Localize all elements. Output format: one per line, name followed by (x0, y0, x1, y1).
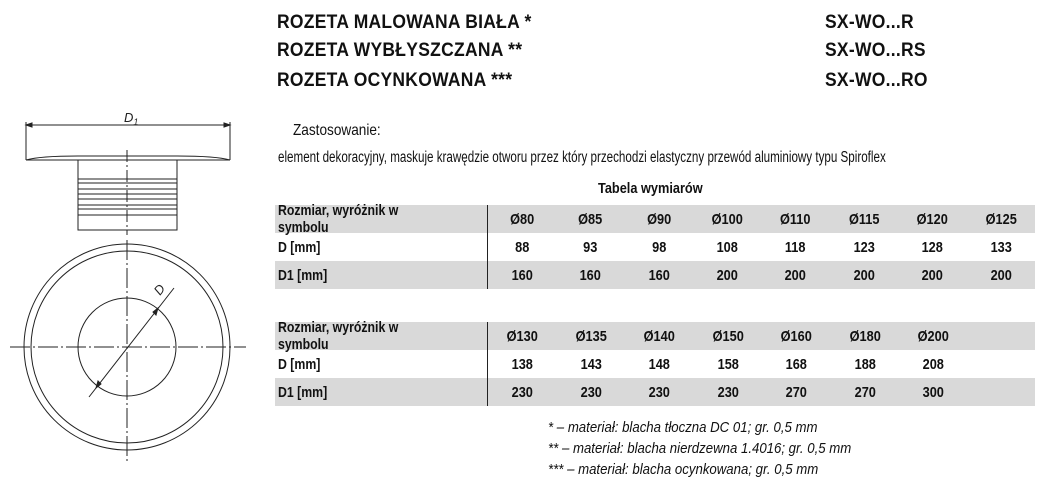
table-cell: Ø130 (506, 327, 538, 345)
footnote-2: ** – materiał: blacha nierdzewna 1.4016;… (548, 440, 852, 457)
row-label: Rozmiar, wyróżnik w symbolu (275, 319, 488, 353)
table-row: D1 [mm] 160 160 160 200 200 200 200 200 (275, 261, 1035, 289)
table-cell: 230 (511, 383, 533, 401)
d-dimension-line (88, 287, 175, 398)
table-cell: 108 (716, 238, 738, 256)
table-cell: Ø125 (985, 210, 1017, 228)
table-cell: 188 (854, 355, 876, 373)
row-label-text: D [mm] (278, 355, 321, 373)
table-title: Tabela wymiarów (598, 180, 703, 197)
product-code-2: SX-WO...RS (825, 40, 926, 61)
table-cell: 148 (648, 355, 670, 373)
table-cell: Ø180 (849, 327, 881, 345)
label-d: D (151, 281, 169, 298)
table-cell: Ø135 (575, 327, 607, 345)
table-cell: 270 (854, 383, 876, 401)
flange (25, 155, 231, 161)
table-cell: 160 (648, 266, 670, 284)
footnote-3: *** – materiał: blacha ocynkowana; gr. 0… (548, 461, 819, 478)
table-cell: 208 (922, 355, 944, 373)
row-label: Rozmiar, wyróżnik w symbolu (275, 202, 488, 236)
product-code-1: SX-WO...R (825, 12, 914, 33)
table-cell: Ø150 (712, 327, 744, 345)
table-cell: 200 (716, 266, 738, 284)
table-row: Rozmiar, wyróżnik w symbolu Ø130 Ø135 Ø140 Ø… (275, 319, 1035, 353)
row-label-text: Rozmiar, wyróżnik w symbolu (278, 319, 399, 353)
table-cell: 200 (990, 266, 1012, 284)
table-cell: 200 (853, 266, 875, 284)
table-cell: 270 (785, 383, 807, 401)
footnote-1: * – materiał: blacha tłoczna DC 01; gr. … (548, 419, 818, 436)
table-cell: 230 (648, 383, 670, 401)
table-cell: 158 (717, 355, 739, 373)
dimension-table-1: Rozmiar, wyróżnik w symbolu Ø80 Ø85 Ø90 Ø100… (275, 202, 1035, 289)
table-cell: Ø110 (780, 210, 811, 228)
table-cell: 230 (580, 383, 602, 401)
product-code-3: SX-WO...RO (825, 70, 928, 91)
table-cell: 138 (511, 355, 533, 373)
table-cell: Ø80 (509, 210, 534, 228)
table-cell: 230 (717, 383, 739, 401)
table-cell: Ø200 (917, 327, 949, 345)
product-name-2: ROZETA WYBŁYSZCZANA ** (277, 40, 523, 61)
table-cell: 300 (922, 383, 944, 401)
table-cell: Ø115 (848, 210, 880, 228)
table-cell: 133 (990, 238, 1012, 256)
table-cell: 143 (580, 355, 602, 373)
table-cell: Ø85 (578, 210, 603, 228)
table-cell: Ø90 (646, 210, 671, 228)
row-label-text: D1 [mm] (278, 266, 328, 284)
table-row: Rozmiar, wyróżnik w symbolu Ø80 Ø85 Ø90 Ø100… (275, 202, 1035, 236)
table-cell: 160 (579, 266, 601, 284)
table-cell: 160 (511, 266, 533, 284)
row-label-text: Rozmiar, wyróżnik w symbolu (278, 202, 399, 236)
table-cell: Ø140 (643, 327, 675, 345)
technical-drawing: D1 D (10, 110, 246, 462)
row-label: D1 [mm] (275, 378, 488, 406)
label-d1: D1 (124, 110, 138, 127)
row-label-text: D [mm] (278, 238, 321, 256)
product-name-3: ROZETA OCYNKOWANA *** (277, 70, 513, 91)
table-row: D [mm] 88 93 98 108 118 123 128 133 (275, 233, 1035, 261)
table-cell: Ø100 (711, 210, 743, 228)
table-cell: 200 (784, 266, 807, 284)
row-label-text: D1 [mm] (278, 383, 328, 401)
product-name-1: ROZETA MALOWANA BIAŁA * (277, 12, 532, 33)
table-cell: Ø120 (916, 210, 948, 228)
table-cell: 88 (514, 238, 530, 256)
table-cell: 128 (921, 238, 943, 256)
table-cell: 200 (921, 266, 943, 284)
table-cell: 118 (785, 238, 806, 256)
table-cell: 98 (651, 238, 666, 256)
table-cell: Ø160 (780, 327, 812, 345)
row-label: D [mm] (275, 350, 488, 378)
application-heading: Zastosowanie: (293, 122, 381, 139)
application-text: element dekoracyjny, maskuje krawędzie o… (278, 149, 886, 166)
table-row: D [mm] 138 143 148 158 168 188 208 (275, 350, 1035, 378)
table-cell: 123 (853, 238, 875, 256)
table-row: D1 [mm] 230 230 230 230 270 270 300 (275, 378, 1035, 406)
table-cell: 168 (785, 355, 807, 373)
table-cell: 93 (583, 238, 598, 256)
row-label: D1 [mm] (275, 261, 488, 289)
row-label: D [mm] (275, 233, 488, 261)
dimension-table-2: Rozmiar, wyróżnik w symbolu Ø130 Ø135 Ø140 Ø… (275, 319, 1035, 406)
